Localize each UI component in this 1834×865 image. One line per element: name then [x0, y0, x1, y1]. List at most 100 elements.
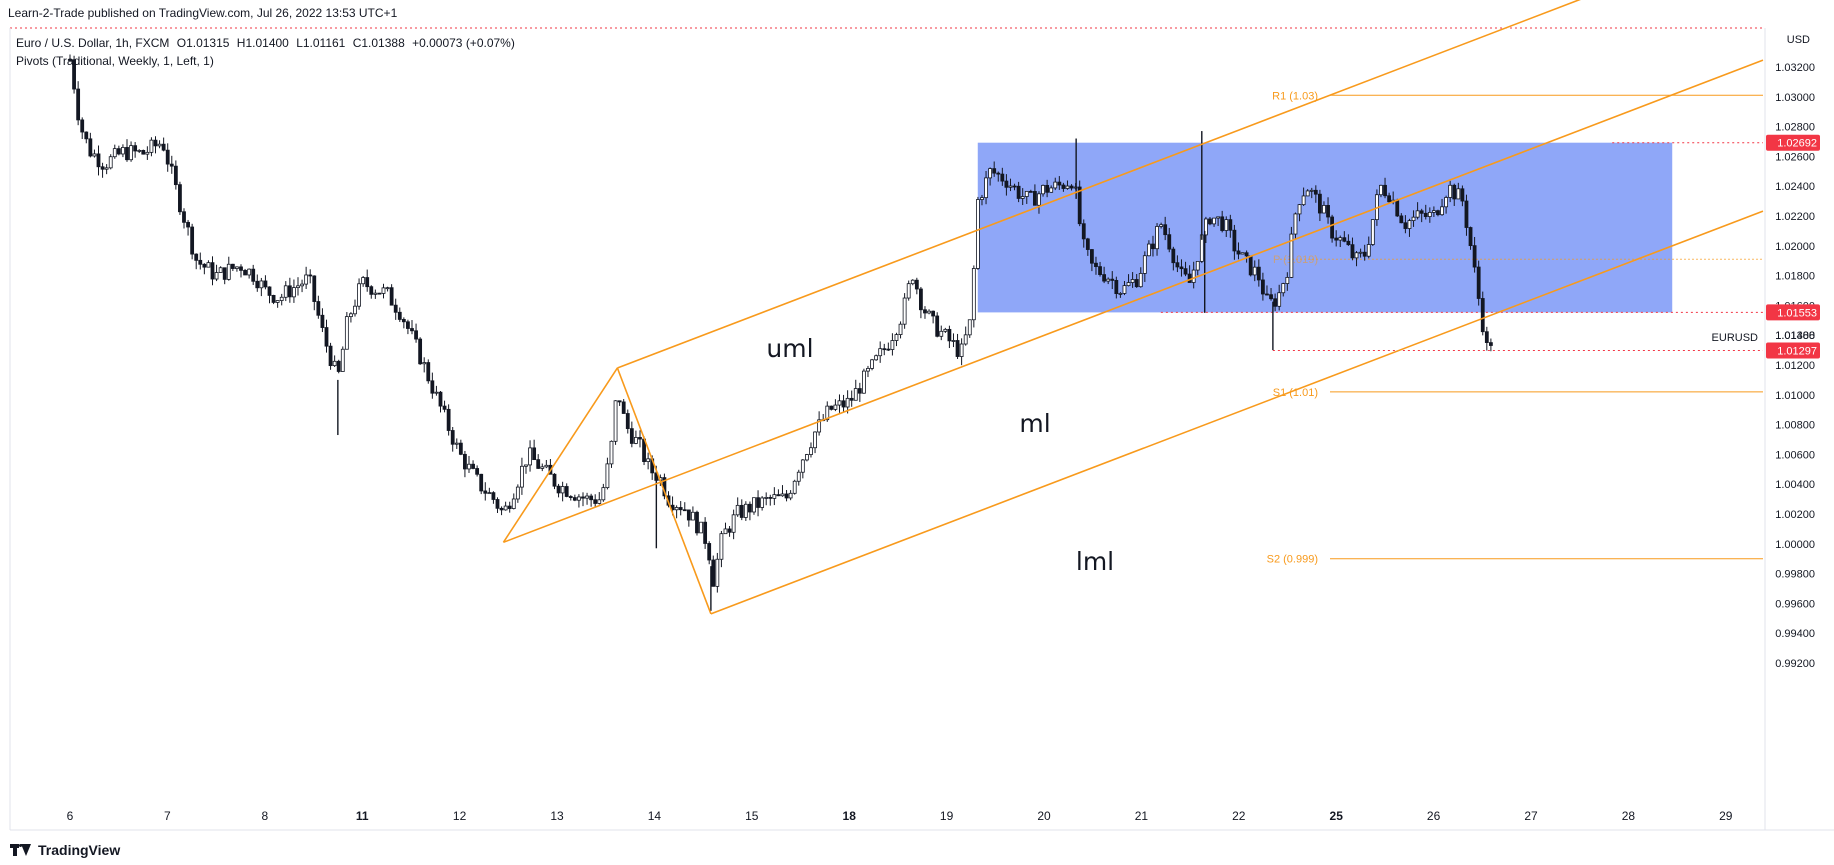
candle-body — [1163, 224, 1168, 236]
candle-body — [939, 330, 944, 337]
candle-body — [951, 340, 956, 342]
candle-body — [426, 362, 431, 382]
x-tick-label: 28 — [1622, 809, 1636, 823]
candle-body — [906, 283, 911, 299]
candle-body — [190, 226, 195, 255]
candle-body — [1122, 285, 1127, 294]
candle-body — [691, 511, 695, 521]
price-axis[interactable]: 1.03200 1.03000 1.02800 1.02600 1.02400 1.022… — [1712, 62, 1815, 670]
candle-body — [1354, 252, 1359, 259]
candle-body — [247, 268, 252, 276]
candle-body — [776, 494, 781, 497]
candle-body — [438, 391, 443, 407]
footer-brand[interactable]: TradingView — [10, 839, 120, 861]
candle-body — [218, 267, 223, 273]
candle-body — [442, 405, 447, 410]
candle-body — [1252, 266, 1257, 276]
candle-body — [149, 139, 154, 153]
candle-body — [1440, 206, 1444, 216]
candle-body — [283, 285, 288, 298]
candle-body — [1456, 188, 1461, 200]
candle-body — [813, 431, 817, 449]
candle-body — [226, 263, 231, 280]
candle-body — [243, 269, 247, 276]
price-tag — [1766, 134, 1820, 151]
candle-body — [161, 143, 166, 151]
candle-body — [1379, 184, 1383, 196]
candle-body — [748, 503, 752, 513]
candle-body — [927, 310, 931, 314]
time-axis[interactable]: 6 7 8 11 12 13 14 15 18 19 20 21 22 25 26 27 28 29 — [67, 809, 1733, 823]
y-tick-label: 1.01000 — [1775, 390, 1815, 402]
candle-body — [1411, 216, 1416, 222]
candle-body — [898, 323, 903, 335]
candle-body — [866, 368, 870, 372]
candle-body — [780, 493, 785, 497]
candle-body — [1334, 237, 1339, 241]
candle-body — [471, 463, 475, 469]
currency-label: USD — [1786, 34, 1810, 46]
legend-open: O1.01315 — [176, 36, 230, 50]
candle-body — [1061, 184, 1066, 189]
candle-body — [976, 199, 980, 269]
y-tick-label: 1.02600 — [1775, 151, 1815, 163]
legend-change: +0.00073 (+0.07%) — [412, 36, 515, 50]
candle-body — [984, 177, 988, 199]
candle-body — [430, 380, 435, 394]
candle-body — [1208, 218, 1212, 225]
candle-body — [186, 221, 190, 228]
candle-body — [68, 59, 72, 61]
candle-body — [910, 279, 915, 285]
pivot-label: S2 (0.999) — [1267, 554, 1318, 566]
candle-body — [1081, 223, 1086, 240]
candle-body — [585, 495, 589, 499]
candle-body — [116, 148, 121, 155]
candle-body — [1053, 181, 1058, 189]
candle-body — [267, 286, 272, 296]
candle-body — [1138, 273, 1143, 288]
candle-body — [450, 430, 455, 445]
candle-body — [572, 497, 577, 501]
candle-body — [560, 486, 565, 494]
candle-body — [235, 266, 239, 269]
pitchfork-layer[interactable]: uml ml lml — [502, 0, 1764, 615]
candle-body — [422, 362, 427, 365]
candle-body — [1484, 331, 1489, 343]
price-tag — [1766, 342, 1820, 359]
candle-body — [874, 355, 879, 361]
candle-body — [719, 533, 724, 560]
candle-body — [222, 267, 227, 280]
publish-header: Learn-2-Trade published on TradingView.c… — [0, 0, 1834, 26]
candle-body — [296, 285, 300, 289]
pitchfork-label-uml: uml — [766, 334, 813, 363]
pitchfork-handle — [616, 367, 712, 615]
candle-body — [1444, 197, 1449, 208]
candle-body — [263, 280, 268, 288]
candle-body — [1387, 195, 1392, 203]
candle-body — [1260, 279, 1265, 295]
legend-symbol: Euro / U.S. Dollar, 1h, FXCM — [16, 36, 170, 50]
x-tick-label: 14 — [648, 809, 662, 823]
candle-body — [1476, 266, 1481, 299]
candle-body — [1016, 185, 1021, 199]
candle-body — [1142, 255, 1147, 274]
legend-high: H1.01400 — [236, 36, 289, 50]
candle-body — [1012, 185, 1017, 188]
candle-body — [169, 163, 174, 167]
candle-body — [1431, 210, 1436, 213]
candle-body — [499, 507, 504, 511]
candle-body — [1285, 277, 1290, 284]
tradingview-logo-icon — [10, 844, 32, 856]
candle-body — [833, 404, 838, 410]
candle-body — [173, 165, 178, 186]
x-tick-label: 18 — [843, 809, 857, 823]
candle-body — [1366, 244, 1371, 257]
candle-body — [715, 558, 720, 587]
candle-body — [1248, 255, 1253, 276]
x-tick-label: 13 — [550, 809, 564, 823]
candle-body — [214, 272, 219, 280]
candle-body — [434, 391, 439, 394]
candle-body — [1448, 184, 1453, 198]
candle-body — [935, 315, 940, 337]
